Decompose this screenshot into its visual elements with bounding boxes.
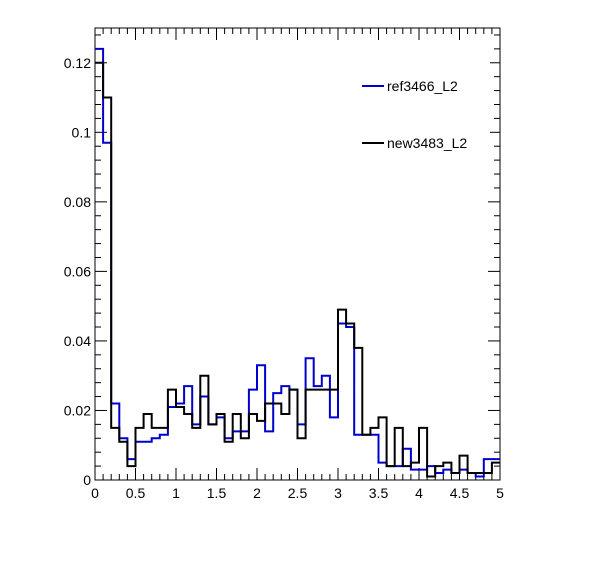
y-tick-label: 0 <box>83 472 91 488</box>
series-line-new3483-l2 <box>95 61 500 478</box>
x-tick-label: 1.5 <box>207 485 227 501</box>
y-tick-label: 0.04 <box>64 333 91 349</box>
x-tick-label: 0.5 <box>126 485 146 501</box>
y-tick-label: 0.06 <box>64 263 91 279</box>
legend-label-new3483: new3483_L2 <box>387 135 467 151</box>
legend: ref3466_L2 new3483_L2 <box>355 60 490 175</box>
x-tick-label: 4.5 <box>450 485 470 501</box>
x-tick-label: 4 <box>415 485 423 501</box>
legend-box <box>355 60 490 175</box>
x-tick-label: 3.5 <box>369 485 389 501</box>
y-tick-label: 0.1 <box>72 124 92 140</box>
series-layer <box>95 47 500 478</box>
x-tick-label: 0 <box>91 485 99 501</box>
legend-label-ref3466: ref3466_L2 <box>387 78 458 94</box>
x-tick-label: 2.5 <box>288 485 308 501</box>
y-tick-label: 0.12 <box>64 55 91 71</box>
y-tick-label: 0.02 <box>64 402 91 418</box>
x-tick-label: 3 <box>334 485 342 501</box>
x-axis: 0 0.5 1 1.5 2 2.5 3 3.5 4 4.5 5 <box>91 28 504 501</box>
y-tick-label: 0.08 <box>64 194 91 210</box>
y-axis: 0 0.02 0.04 0.06 0.08 0.1 0.12 <box>64 34 500 488</box>
x-tick-label: 1 <box>172 485 180 501</box>
x-tick-label: 5 <box>496 485 504 501</box>
x-tick-label: 2 <box>253 485 261 501</box>
